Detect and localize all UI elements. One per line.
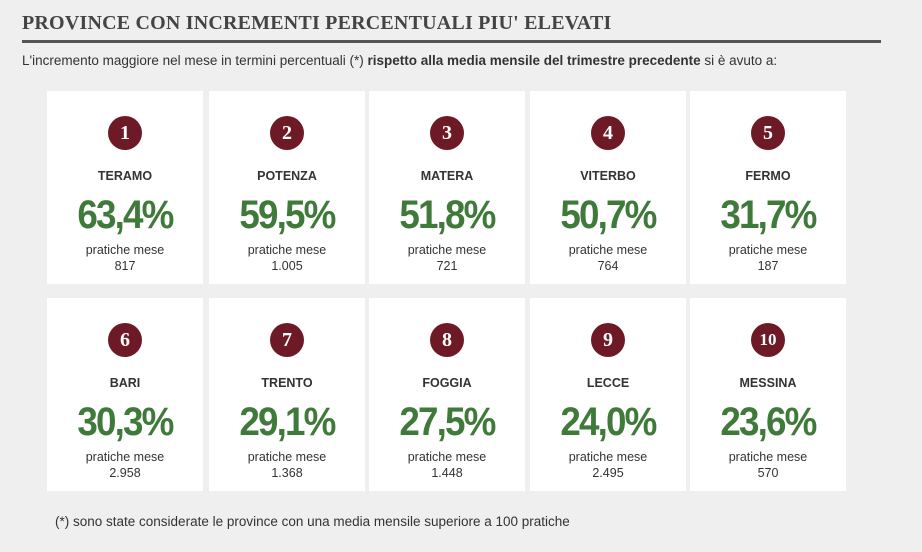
practices-value: 817	[114, 259, 136, 273]
percent-increase: 51,8%	[399, 193, 496, 237]
province-name: FOGGIA	[422, 376, 472, 390]
province-name: LECCE	[586, 376, 630, 390]
rank-badge: 8	[430, 323, 464, 357]
province-card: 1 TERAMO 63,4% pratiche mese 817	[47, 91, 203, 284]
rank-badge: 6	[108, 323, 142, 357]
rank-badge: 10	[751, 323, 785, 357]
practices-value: 764	[597, 259, 619, 273]
province-card: 7 TRENTO 29,1% pratiche mese 1.368	[209, 298, 365, 491]
percent-increase: 24,0%	[560, 400, 657, 444]
practices-value: 1.448	[431, 466, 463, 480]
province-name: MATERA	[420, 169, 474, 183]
practices-label: pratiche mese	[568, 243, 648, 257]
practices-label: pratiche mese	[247, 243, 327, 257]
practices-value: 1.368	[271, 466, 303, 480]
practices-label: pratiche mese	[407, 243, 487, 257]
page-title: PROVINCE CON INCREMENTI PERCENTUALI PIU'…	[22, 12, 612, 34]
practices-value: 187	[757, 259, 779, 273]
practices-label: pratiche mese	[568, 450, 648, 464]
rank-badge: 1	[108, 116, 142, 150]
intro-bold: rispetto alla media mensile del trimestr…	[367, 53, 701, 68]
percent-increase: 30,3%	[77, 400, 174, 444]
percent-increase: 29,1%	[239, 400, 336, 444]
rank-badge: 4	[591, 116, 625, 150]
percent-increase: 50,7%	[560, 193, 657, 237]
province-card: 10 MESSINA 23,6% pratiche mese 570	[690, 298, 846, 491]
rank-badge: 3	[430, 116, 464, 150]
province-card: 6 BARI 30,3% pratiche mese 2.958	[47, 298, 203, 491]
practices-value: 721	[436, 259, 458, 273]
practices-label: pratiche mese	[407, 450, 487, 464]
practices-label: pratiche mese	[85, 450, 165, 464]
practices-label: pratiche mese	[247, 450, 327, 464]
percent-increase: 63,4%	[77, 193, 174, 237]
rank-badge: 5	[751, 116, 785, 150]
province-card: 2 POTENZA 59,5% pratiche mese 1.005	[209, 91, 365, 284]
percent-increase: 27,5%	[399, 400, 496, 444]
title-divider	[22, 40, 881, 43]
province-card: 3 MATERA 51,8% pratiche mese 721	[369, 91, 525, 284]
province-name: FERMO	[745, 169, 791, 183]
rank-badge: 9	[591, 323, 625, 357]
province-name: BARI	[109, 376, 141, 390]
practices-value: 570	[757, 466, 779, 480]
province-card: 5 FERMO 31,7% pratiche mese 187	[690, 91, 846, 284]
rank-badge: 2	[270, 116, 304, 150]
practices-value: 2.958	[109, 466, 141, 480]
province-card: 9 LECCE 24,0% pratiche mese 2.495	[530, 298, 686, 491]
practices-label: pratiche mese	[85, 243, 165, 257]
province-name: TERAMO	[97, 169, 153, 183]
province-card: 4 VITERBO 50,7% pratiche mese 764	[530, 91, 686, 284]
intro-text: L'incremento maggiore nel mese in termin…	[22, 53, 777, 68]
intro-after: si è avuto a:	[700, 53, 778, 68]
intro-before: L'incremento maggiore nel mese in termin…	[22, 53, 368, 68]
rank-badge: 7	[270, 323, 304, 357]
province-name: POTENZA	[257, 169, 317, 183]
practices-label: pratiche mese	[728, 450, 808, 464]
percent-increase: 23,6%	[720, 400, 817, 444]
practices-value: 2.495	[592, 466, 624, 480]
footnote: (*) sono state considerate le province c…	[55, 514, 570, 529]
province-card: 8 FOGGIA 27,5% pratiche mese 1.448	[369, 298, 525, 491]
percent-increase: 59,5%	[239, 193, 336, 237]
province-name: VITERBO	[580, 169, 636, 183]
practices-value: 1.005	[271, 259, 303, 273]
practices-label: pratiche mese	[728, 243, 808, 257]
percent-increase: 31,7%	[720, 193, 817, 237]
province-name: TRENTO	[261, 376, 313, 390]
province-name: MESSINA	[739, 376, 797, 390]
